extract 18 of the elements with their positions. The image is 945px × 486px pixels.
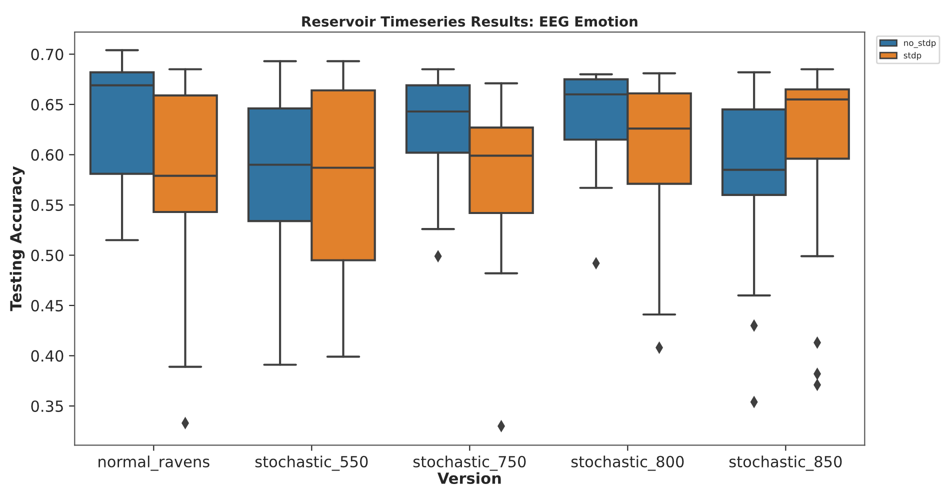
y-tick-label: 0.55 (31, 199, 63, 211)
y-axis-title: Testing Accuracy (10, 166, 25, 312)
x-tick-label: normal_ravens (98, 456, 210, 471)
legend-label: no_stdp (904, 40, 936, 48)
x-tick-label: stochastic_850 (729, 456, 842, 471)
x-tick-label: stochastic_750 (413, 456, 526, 471)
x-tick-label: stochastic_550 (255, 456, 368, 471)
y-tick-label: 0.70 (31, 48, 64, 60)
y-tick-label: 0.50 (31, 250, 64, 262)
y-tick-label: 0.40 (31, 350, 64, 362)
chart-title: Reservoir Timeseries Results: EEG Emotion (302, 16, 638, 27)
y-tick-label: 0.35 (31, 400, 63, 412)
y-tick-label: 0.45 (31, 300, 63, 312)
legend-label: stdp (904, 52, 922, 60)
y-tick-label: 0.60 (31, 149, 64, 161)
y-tick-label: 0.65 (31, 98, 63, 110)
x-axis-title: Version (437, 472, 501, 484)
x-tick-label: stochastic_800 (571, 456, 684, 471)
